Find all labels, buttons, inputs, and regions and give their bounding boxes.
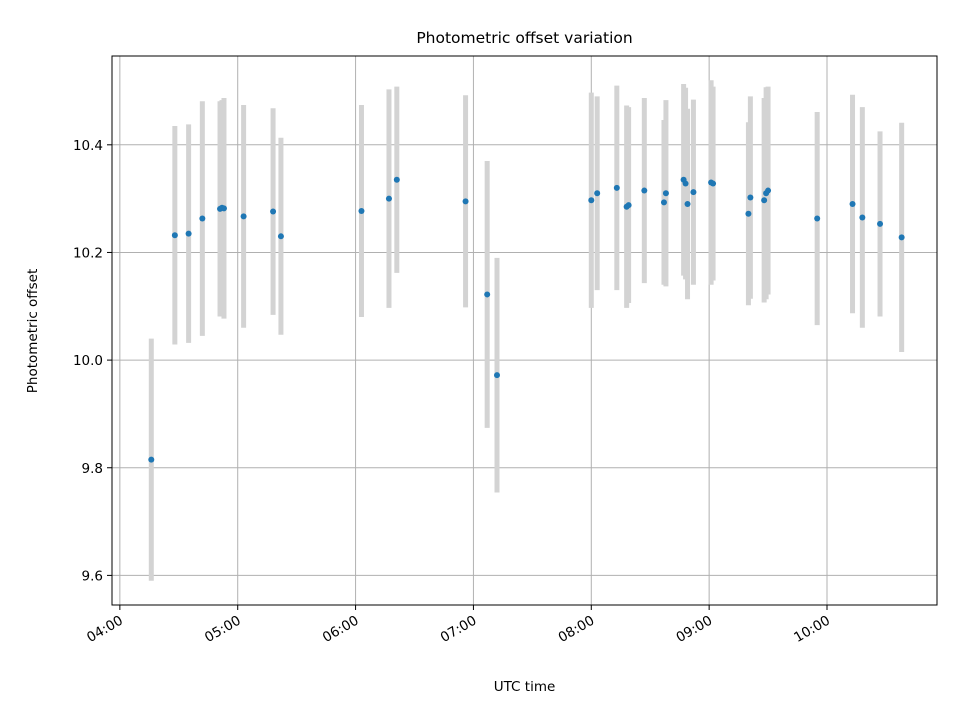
- data-points: [148, 176, 905, 463]
- x-tick-label: 04:00: [84, 613, 126, 646]
- y-tick-label: 10.0: [73, 353, 103, 369]
- data-point: [613, 184, 620, 191]
- data-point: [393, 176, 400, 183]
- chart-title: Photometric offset variation: [416, 29, 632, 47]
- x-axis-ticks: 04:00 05:00 06:00 07:00 08:00 09:00 10:00: [84, 605, 833, 646]
- data-point: [358, 208, 365, 215]
- data-point: [171, 232, 178, 239]
- y-axis-label: Photometric offset: [25, 269, 41, 393]
- data-point: [594, 190, 601, 197]
- data-point: [745, 210, 752, 217]
- data-point: [684, 201, 691, 208]
- data-point: [185, 230, 192, 237]
- data-point: [641, 187, 648, 194]
- x-tick-label: 10:00: [791, 613, 833, 646]
- y-axis-ticks: 9.6 9.8 10.0 10.2 10.4: [73, 138, 112, 584]
- data-point: [682, 180, 689, 187]
- y-tick-label: 10.4: [73, 138, 103, 154]
- data-point: [765, 187, 772, 194]
- data-point: [690, 189, 697, 196]
- data-point: [199, 215, 206, 222]
- data-point: [710, 180, 717, 187]
- data-point: [484, 291, 491, 298]
- data-point: [270, 208, 277, 215]
- data-point: [849, 201, 856, 208]
- data-point: [859, 214, 866, 221]
- error-bars: [148, 80, 905, 581]
- data-point: [385, 195, 392, 202]
- data-point: [148, 456, 155, 463]
- gridlines: [112, 56, 937, 605]
- data-point: [747, 194, 754, 201]
- x-tick-label: 05:00: [202, 613, 244, 646]
- data-point: [662, 190, 669, 197]
- plot-frame: [111, 55, 938, 606]
- data-point: [814, 215, 821, 222]
- data-point: [660, 199, 667, 206]
- data-point: [877, 220, 884, 227]
- data-point: [898, 234, 905, 241]
- x-tick-label: 08:00: [556, 613, 598, 646]
- data-point: [625, 202, 632, 209]
- y-tick-label: 10.2: [73, 245, 103, 261]
- y-tick-label: 9.8: [82, 461, 103, 477]
- data-point: [240, 213, 247, 220]
- y-tick-label: 9.6: [82, 568, 103, 584]
- data-point: [220, 205, 227, 212]
- x-tick-label: 06:00: [320, 613, 362, 646]
- x-axis-label: UTC time: [494, 679, 556, 695]
- data-point: [761, 197, 768, 204]
- data-point: [462, 198, 469, 205]
- data-point: [494, 372, 500, 379]
- x-tick-label: 07:00: [438, 613, 480, 646]
- x-tick-label: 09:00: [673, 613, 715, 646]
- data-point: [588, 197, 595, 204]
- data-point: [277, 233, 284, 240]
